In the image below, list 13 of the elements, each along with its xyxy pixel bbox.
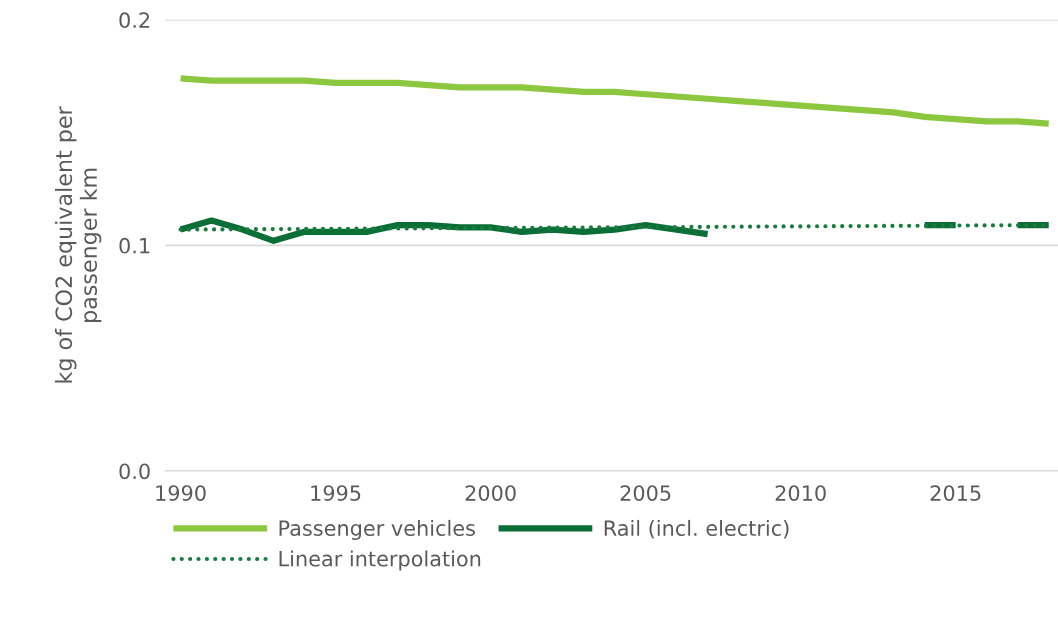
- legend-label: Passenger vehicles: [279, 519, 475, 541]
- y-axis-title: kg of CO2 equivalent per passenger km: [54, 106, 102, 383]
- y-tick-label: 0.0: [119, 463, 150, 480]
- y-tick-label: 0.2: [119, 12, 150, 29]
- x-tick-label: 1995: [311, 485, 361, 501]
- legend-label: Rail (incl. electric): [604, 519, 789, 539]
- x-tick-label: 2015: [930, 485, 981, 501]
- x-tick-label: 2000: [465, 485, 516, 501]
- legend-label: Linear interpolation: [279, 550, 481, 571]
- x-tick-label: 2005: [620, 485, 671, 501]
- y-tick-label: 0.1: [119, 237, 150, 254]
- x-tick-label: 2010: [775, 485, 826, 501]
- x-tick-label: 1990: [156, 485, 206, 501]
